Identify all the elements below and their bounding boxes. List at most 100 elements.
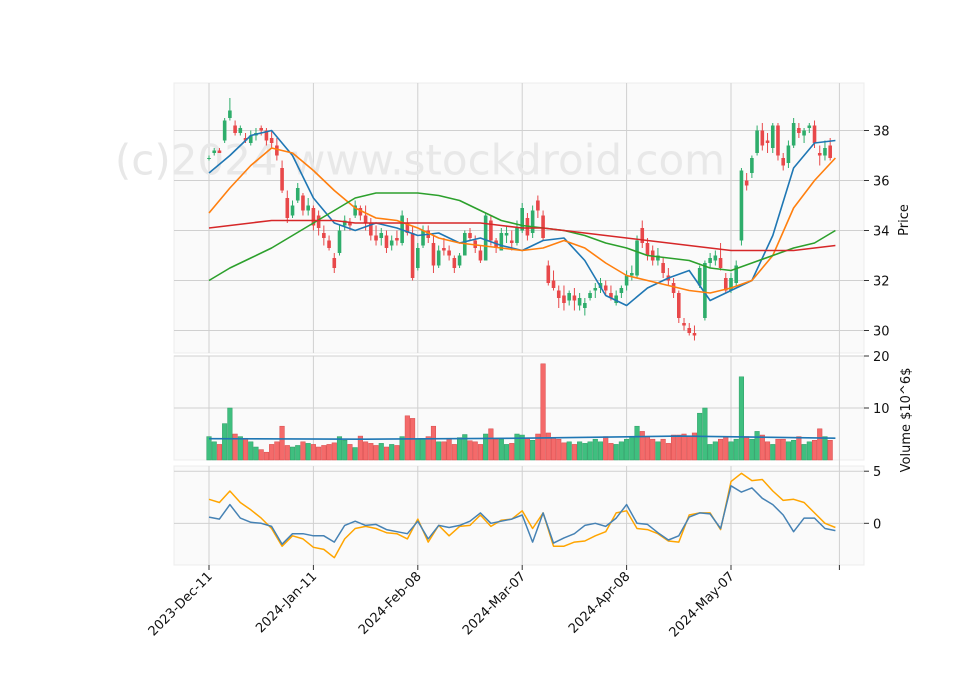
candle (739, 168, 744, 246)
volume-bar (446, 438, 452, 461)
candle (238, 125, 243, 136)
candle (687, 323, 692, 336)
volume-bar (744, 436, 750, 461)
candle-body (515, 228, 519, 243)
candle (588, 290, 592, 301)
candle-body (316, 215, 321, 228)
volume-axis-label: Volume $10^6$ (899, 368, 914, 473)
candle-body (718, 258, 723, 268)
candle (483, 213, 488, 261)
volume-bar (639, 431, 645, 461)
candle (332, 253, 337, 273)
x-tick-label: 2023-Dec-11 (146, 569, 216, 639)
volume-bar (357, 435, 363, 461)
volume-average-line (208, 435, 836, 441)
volume-bar (237, 436, 243, 461)
candle (682, 318, 686, 331)
candle-body (322, 233, 326, 238)
candle-body (369, 223, 373, 236)
candle (369, 218, 373, 241)
candle-body (212, 150, 217, 153)
volume-bar (613, 444, 619, 461)
candle (259, 125, 263, 136)
candle (207, 155, 211, 161)
volume-bar (629, 436, 635, 461)
candle-body (624, 275, 629, 286)
candle (567, 290, 571, 306)
candle (776, 123, 780, 161)
candle-body (295, 188, 300, 201)
volume-bar (310, 444, 316, 461)
candle-body (614, 295, 618, 303)
volume-bar (561, 442, 567, 461)
volume-bar (378, 443, 384, 461)
volume-bar (430, 425, 437, 461)
price-y-tick-label: 38 (873, 125, 890, 140)
moving-average-line-2 (208, 147, 836, 294)
candle (290, 200, 295, 218)
volume-bar (676, 434, 682, 461)
candle-body (358, 208, 363, 216)
volume-bar (754, 431, 760, 461)
candle-body (478, 250, 483, 261)
candle (478, 245, 483, 263)
moving-average-line-3 (208, 192, 836, 282)
volume-bar (545, 432, 551, 461)
volume-bar (274, 441, 280, 461)
volume-bar (530, 439, 536, 461)
candle (499, 228, 504, 251)
candle-body (431, 243, 436, 266)
candle-body (661, 263, 665, 273)
candle (248, 130, 253, 146)
candle-body (363, 215, 368, 223)
volume-bar (660, 438, 666, 461)
candle (301, 193, 305, 216)
candle-body (311, 208, 316, 226)
volume-bar (389, 444, 395, 461)
volume-bar (707, 444, 713, 461)
volume-bar (269, 444, 275, 461)
candle (285, 190, 290, 223)
watermark-text: (c)2024 www.stockdroid.com (115, 136, 725, 185)
candle (786, 140, 791, 168)
candle (389, 235, 394, 251)
candle-body (530, 210, 535, 233)
candle-body (802, 130, 806, 136)
volume-bar (577, 441, 583, 461)
candle-body (504, 233, 509, 236)
candle (353, 200, 357, 218)
candle (442, 238, 446, 256)
volume-bar (556, 438, 562, 461)
candle (327, 235, 331, 251)
price-y-tick-label: 32 (873, 275, 890, 290)
candle-body (541, 215, 545, 238)
volume-bar (514, 433, 520, 461)
candle-body (222, 120, 227, 141)
volume-bar (347, 444, 353, 461)
candle (280, 160, 284, 193)
candle (802, 128, 806, 143)
candle-body (436, 250, 441, 266)
candle (546, 260, 551, 286)
volume-bar (550, 437, 557, 461)
candle-body (640, 228, 645, 243)
candle (744, 173, 749, 191)
volume-bar (300, 441, 306, 461)
candle-body (572, 295, 577, 301)
candle-body (645, 243, 650, 256)
candle-body (765, 140, 770, 143)
volume-bar (571, 444, 577, 461)
candle-body (228, 110, 232, 118)
candle-body (243, 138, 248, 141)
volume-bar (222, 423, 228, 461)
volume-bar (718, 438, 724, 461)
volume-bar (702, 407, 708, 461)
volume-bar (331, 442, 337, 461)
volume-bar (671, 434, 677, 461)
volume-bar (342, 439, 348, 461)
indicator-y-tick-label: 0 (873, 517, 881, 532)
candle-body (562, 295, 566, 303)
indicator-line-2 (208, 485, 836, 545)
candle-body (708, 258, 712, 263)
candle-body (405, 223, 410, 233)
